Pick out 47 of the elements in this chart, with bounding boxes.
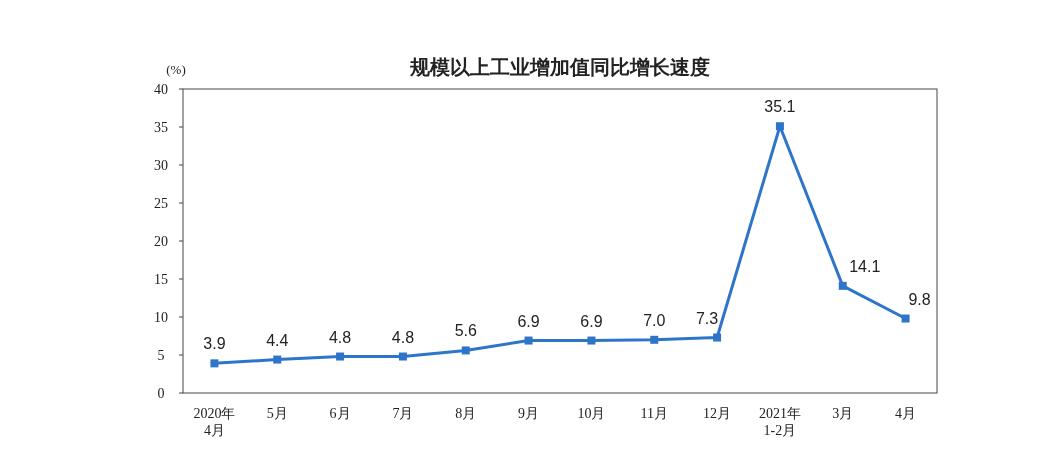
- x-tick-label: 7月: [392, 406, 414, 421]
- y-tick-label: 40: [154, 82, 168, 97]
- text: 7.3: [695, 309, 719, 327]
- y-tick-label: 20: [154, 234, 168, 249]
- x-tick-label: 9月: [518, 406, 540, 421]
- x-tick-label: 4月: [895, 406, 917, 421]
- x-tick-label: 10月: [577, 406, 606, 421]
- point: [210, 359, 219, 368]
- point: [775, 122, 784, 131]
- text: 3.9: [203, 335, 226, 353]
- text: 6.9: [517, 312, 540, 330]
- x-tick-label: 11月: [640, 406, 668, 421]
- text: 6.9: [580, 312, 603, 330]
- text: 4.8: [328, 328, 352, 346]
- x-tick-label: 3月: [832, 406, 854, 421]
- x-tick-label: 2021年 1-2月: [758, 406, 801, 438]
- x-tick-label: 12月: [703, 406, 732, 421]
- x-tick-label: 8月: [455, 406, 477, 421]
- text: 14.1: [849, 257, 881, 275]
- y-axis-title: (%): [166, 62, 186, 77]
- x-tick-label: 6月: [329, 406, 351, 421]
- text: 35.1: [764, 98, 796, 116]
- point: [524, 336, 533, 345]
- point: [713, 333, 722, 342]
- y-tick-label: 25: [154, 196, 168, 211]
- point: [587, 336, 596, 345]
- point: [901, 314, 910, 323]
- y-tick-label: 35: [154, 120, 168, 135]
- point: [273, 355, 282, 364]
- text: 4.8: [391, 328, 415, 346]
- text: 5.6: [454, 322, 477, 340]
- x-tick-label: 5月: [266, 406, 288, 421]
- y-tick-label: 15: [154, 272, 168, 287]
- point: [650, 335, 659, 344]
- y-tick-label: 30: [154, 158, 168, 173]
- text: 9.8: [908, 290, 931, 308]
- point: [336, 352, 345, 361]
- y-tick-label: 0: [157, 386, 165, 401]
- point: [398, 352, 407, 361]
- y-tick-label: 10: [154, 310, 168, 325]
- x-tick-label: 2020年 4月: [193, 406, 236, 438]
- text: 7.0: [643, 311, 666, 329]
- y-tick-label: 5: [157, 348, 165, 363]
- point: [461, 346, 470, 355]
- point: [838, 281, 847, 290]
- chart-title: 规模以上工业增加值同比增长速度: [409, 56, 710, 78]
- text: 4.4: [266, 331, 289, 349]
